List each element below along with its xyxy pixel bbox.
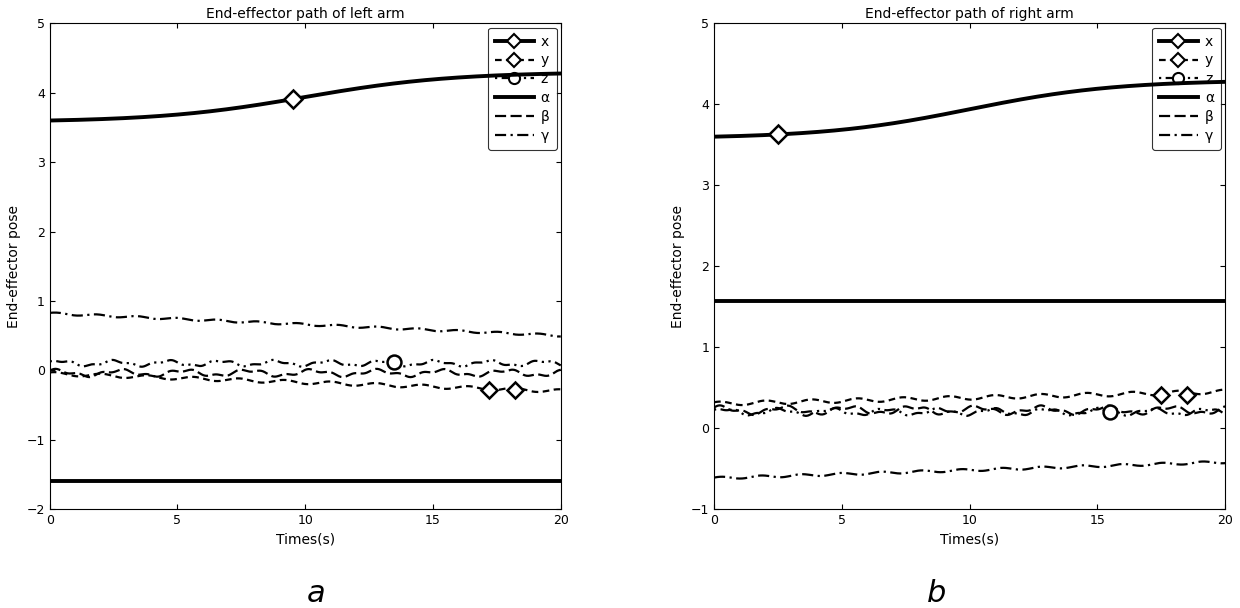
Title: End-effector path of left arm: End-effector path of left arm <box>206 7 404 21</box>
X-axis label: Times(s): Times(s) <box>275 533 335 547</box>
X-axis label: Times(s): Times(s) <box>940 533 999 547</box>
Y-axis label: End-effector pose: End-effector pose <box>7 205 21 328</box>
Legend: x, y, z, α, β, γ: x, y, z, α, β, γ <box>487 28 557 150</box>
Text: a: a <box>306 579 326 608</box>
Title: End-effector path of right arm: End-effector path of right arm <box>866 7 1074 21</box>
Text: b: b <box>926 579 946 608</box>
Y-axis label: End-effector pose: End-effector pose <box>671 205 686 328</box>
Legend: x, y, z, α, β, γ: x, y, z, α, β, γ <box>1152 28 1221 150</box>
